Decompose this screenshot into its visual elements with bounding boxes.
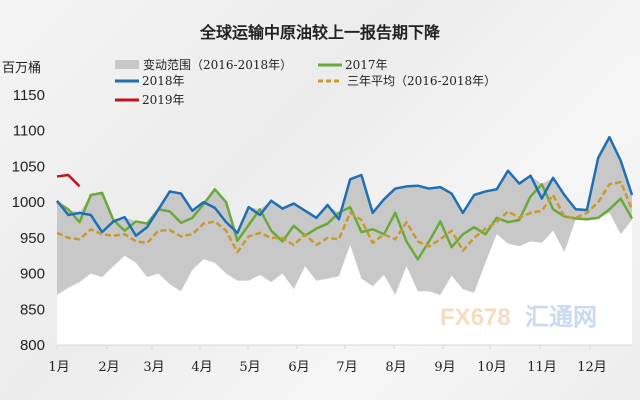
legend-swatch-range [115,60,139,69]
range-band [57,137,632,295]
x-tick-label: 6月 [288,360,309,375]
x-tick-label: 1月 [48,360,69,375]
x-tick-label: 12月 [577,360,607,375]
x-tick-label: 4月 [191,360,212,375]
range-below-area [57,212,632,345]
x-tick-label: 10月 [477,360,507,375]
legend-label-average: 三年平均（2016-2018年） [347,74,496,88]
y-tick-label: 950 [20,230,45,247]
legend-label-range: 变动范围（2016-2018年） [143,57,292,72]
watermark-logo-cn: 汇通网 [525,304,597,331]
x-tick-label: 3月 [143,360,164,375]
legend-label-2017: 2017年 [345,58,388,72]
legend-label-2018: 2018年 [142,74,185,88]
chart-title: 全球运输中原油较上一报告期下降 [199,23,441,42]
series-line-2 [56,180,634,254]
x-tick-label: 11月 [527,360,557,375]
x-tick-label: 7月 [336,360,357,375]
y-tick-label: 1000 [12,194,45,211]
series-line-1 [56,135,634,237]
y-tick-label: 800 [20,337,45,354]
y-tick-label: 850 [20,301,45,318]
y-tick-label: 900 [20,266,45,283]
series-line-3 [56,173,81,188]
y-tick-label: 1050 [12,158,45,175]
y-tick-label: 1150 [13,87,45,104]
x-tick-label: 9月 [434,360,455,375]
watermark-logo: FX678 [440,304,511,331]
x-tick-label: 8月 [385,360,406,375]
x-tick-label: 2月 [98,360,119,375]
y-tick-label: 1100 [13,123,45,140]
legend-label-2019: 2019年 [142,93,185,107]
legend: 变动范围（2016-2018年） 2017年 2018年 三年平均（2016-2… [115,57,496,107]
y-axis-label: 百万桶 [2,61,41,76]
x-tick-label: 5月 [239,360,260,375]
